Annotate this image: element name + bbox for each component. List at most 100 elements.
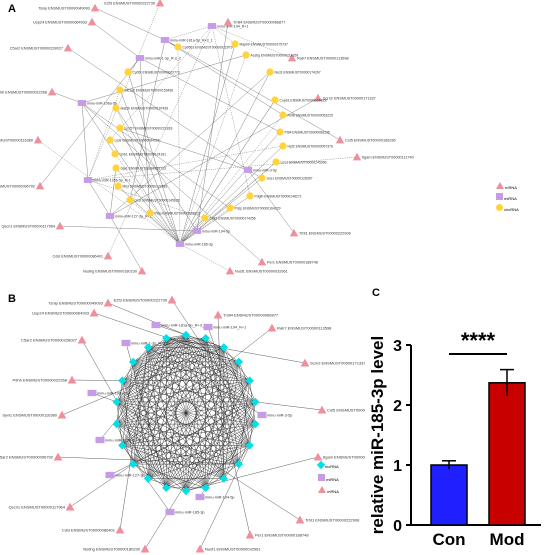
mrna-node	[63, 43, 73, 52]
circrna-node-label: Gscl ENSMUST00000145628	[135, 199, 180, 203]
legend-a-circrna: circRNA	[496, 204, 519, 215]
mirna-node	[87, 389, 97, 397]
x-tick-label: Con	[432, 530, 465, 549]
mirna-node	[121, 339, 131, 347]
network-b-edge	[122, 380, 224, 479]
circrna-node-label: Gja1 ENSMUST00000228713	[121, 167, 167, 171]
mirna-node-label: mmu-miR-194-5p	[205, 496, 235, 500]
circle-icon	[496, 204, 503, 211]
mrna-node	[289, 228, 299, 237]
network-b-edge	[166, 338, 206, 488]
lncrna-node	[181, 486, 191, 496]
mrna-node	[137, 266, 147, 275]
circrna-node	[279, 111, 287, 119]
circrna-node-label: Pdzp ENSMUST00000164229	[235, 207, 281, 211]
lncrna-node	[181, 330, 191, 340]
circrna-node	[246, 192, 254, 200]
mirna-node-label: mmu-miR-194_R+1	[213, 326, 246, 330]
square-icon	[496, 193, 503, 200]
network-b-edge	[119, 347, 149, 531]
network-a-edge	[109, 167, 117, 217]
circrna-node-label: Cdk1 ENSMUST00000174256	[210, 217, 256, 221]
square-icon	[318, 474, 325, 481]
legend-a-mirna-label: miRNA	[504, 196, 517, 201]
mrna-node	[47, 87, 57, 96]
network-a-edge	[37, 139, 181, 245]
network-b-edge	[122, 380, 167, 488]
network-b-edge	[166, 338, 250, 446]
network-a-edge	[139, 57, 151, 214]
lncrna-node	[219, 474, 229, 483]
mrna-node-label: Trbt1 ENSMUST00000222908	[305, 518, 360, 523]
mrna-node-label: Tsnip ENSMUST00000049093	[49, 301, 104, 306]
network-b-edge	[122, 380, 187, 492]
network-a-edge	[87, 156, 358, 181]
bar-mod	[488, 382, 526, 526]
network-a-edge	[81, 102, 116, 155]
mrna-node-label: Col5 ENSMUST00000166236	[345, 139, 396, 143]
network-a-edge	[179, 195, 251, 245]
network-a-edge	[179, 99, 276, 245]
diamond-icon	[316, 460, 326, 470]
mrna-node	[90, 3, 100, 12]
network-b-edge	[122, 445, 187, 492]
network-a-edge	[109, 139, 181, 245]
lncrna-node	[201, 333, 210, 343]
mrna-node-label: E2f3 ENSMUST00000222730	[114, 298, 168, 303]
mrna-node	[257, 257, 267, 266]
network-b-edge	[116, 401, 301, 521]
network-b-edge	[133, 445, 250, 465]
circrna-node	[226, 204, 234, 212]
circrna-node-label: Ptb4 ENSMUST00000066236	[285, 131, 330, 135]
network-a-edge	[39, 57, 141, 187]
legend-a-mirna: miRNA	[496, 193, 519, 204]
network-b-edge	[147, 347, 240, 465]
mirna-node	[77, 100, 87, 106]
network-b-edge	[132, 338, 167, 465]
circrna-node-label: Mapk9 ENSMUST00000175737	[240, 43, 289, 47]
circrna-node	[116, 124, 124, 132]
mrna-node	[287, 53, 297, 62]
network-a-edge	[81, 102, 89, 181]
network-b-edge	[116, 401, 206, 488]
lncrna-node	[162, 333, 171, 343]
circrna-node	[124, 68, 132, 76]
mrna-node-label: Syvl1 ENSMUST00000116380	[0, 139, 33, 143]
legend-b-lncrna-label: lncRNA	[325, 464, 339, 469]
network-a-edge	[109, 71, 271, 217]
network-b-edge	[116, 401, 239, 465]
mirna-node-label: mmu-miR-194-5p	[202, 230, 230, 234]
network-b-edge	[116, 401, 224, 479]
network-a-edge	[109, 215, 143, 272]
circrna-node-label: Copb1 ENSMUST00000244957	[280, 99, 328, 103]
mrna-node	[77, 335, 87, 344]
network-b-edge	[166, 338, 240, 465]
network-b-edge	[217, 314, 225, 479]
mirna-node-label: mmu-miR-181a-5p_R+3_1	[170, 39, 213, 43]
panel-label-c: C	[372, 287, 380, 299]
network-a-edge	[196, 21, 229, 232]
legend-a-mrna-label: mRNA	[505, 185, 517, 190]
network-b-edge	[116, 380, 250, 403]
network-b-edge	[116, 401, 187, 492]
network-a-edge	[247, 169, 295, 234]
network-a-edge	[179, 114, 284, 245]
legend-a-circrna-label: circRNA	[504, 207, 519, 212]
bar-chart: 0 1 2 3 relative miR-185-3p level Con Mod ****	[368, 328, 541, 549]
legend-b-mrna: mRNA	[318, 486, 339, 498]
mrna-node	[67, 375, 77, 384]
y-axis-label: relative miR-185-3p level	[368, 336, 387, 534]
lncrna-node	[251, 397, 260, 407]
network-b-edge	[205, 338, 240, 465]
network-a-edge	[149, 212, 181, 245]
network-b-edge	[116, 423, 250, 446]
legend-b-mirna: miRNA	[318, 474, 339, 486]
legend-a-mrna: mRNA	[496, 182, 519, 193]
network-b-edge	[148, 347, 250, 381]
bar-con	[430, 464, 468, 526]
network-b-edge	[122, 347, 224, 446]
lncrna-node	[245, 376, 254, 385]
mrna-node	[167, 295, 177, 304]
mrna-node	[223, 17, 233, 26]
legend-b-mrna-label: mRNA	[327, 489, 339, 494]
